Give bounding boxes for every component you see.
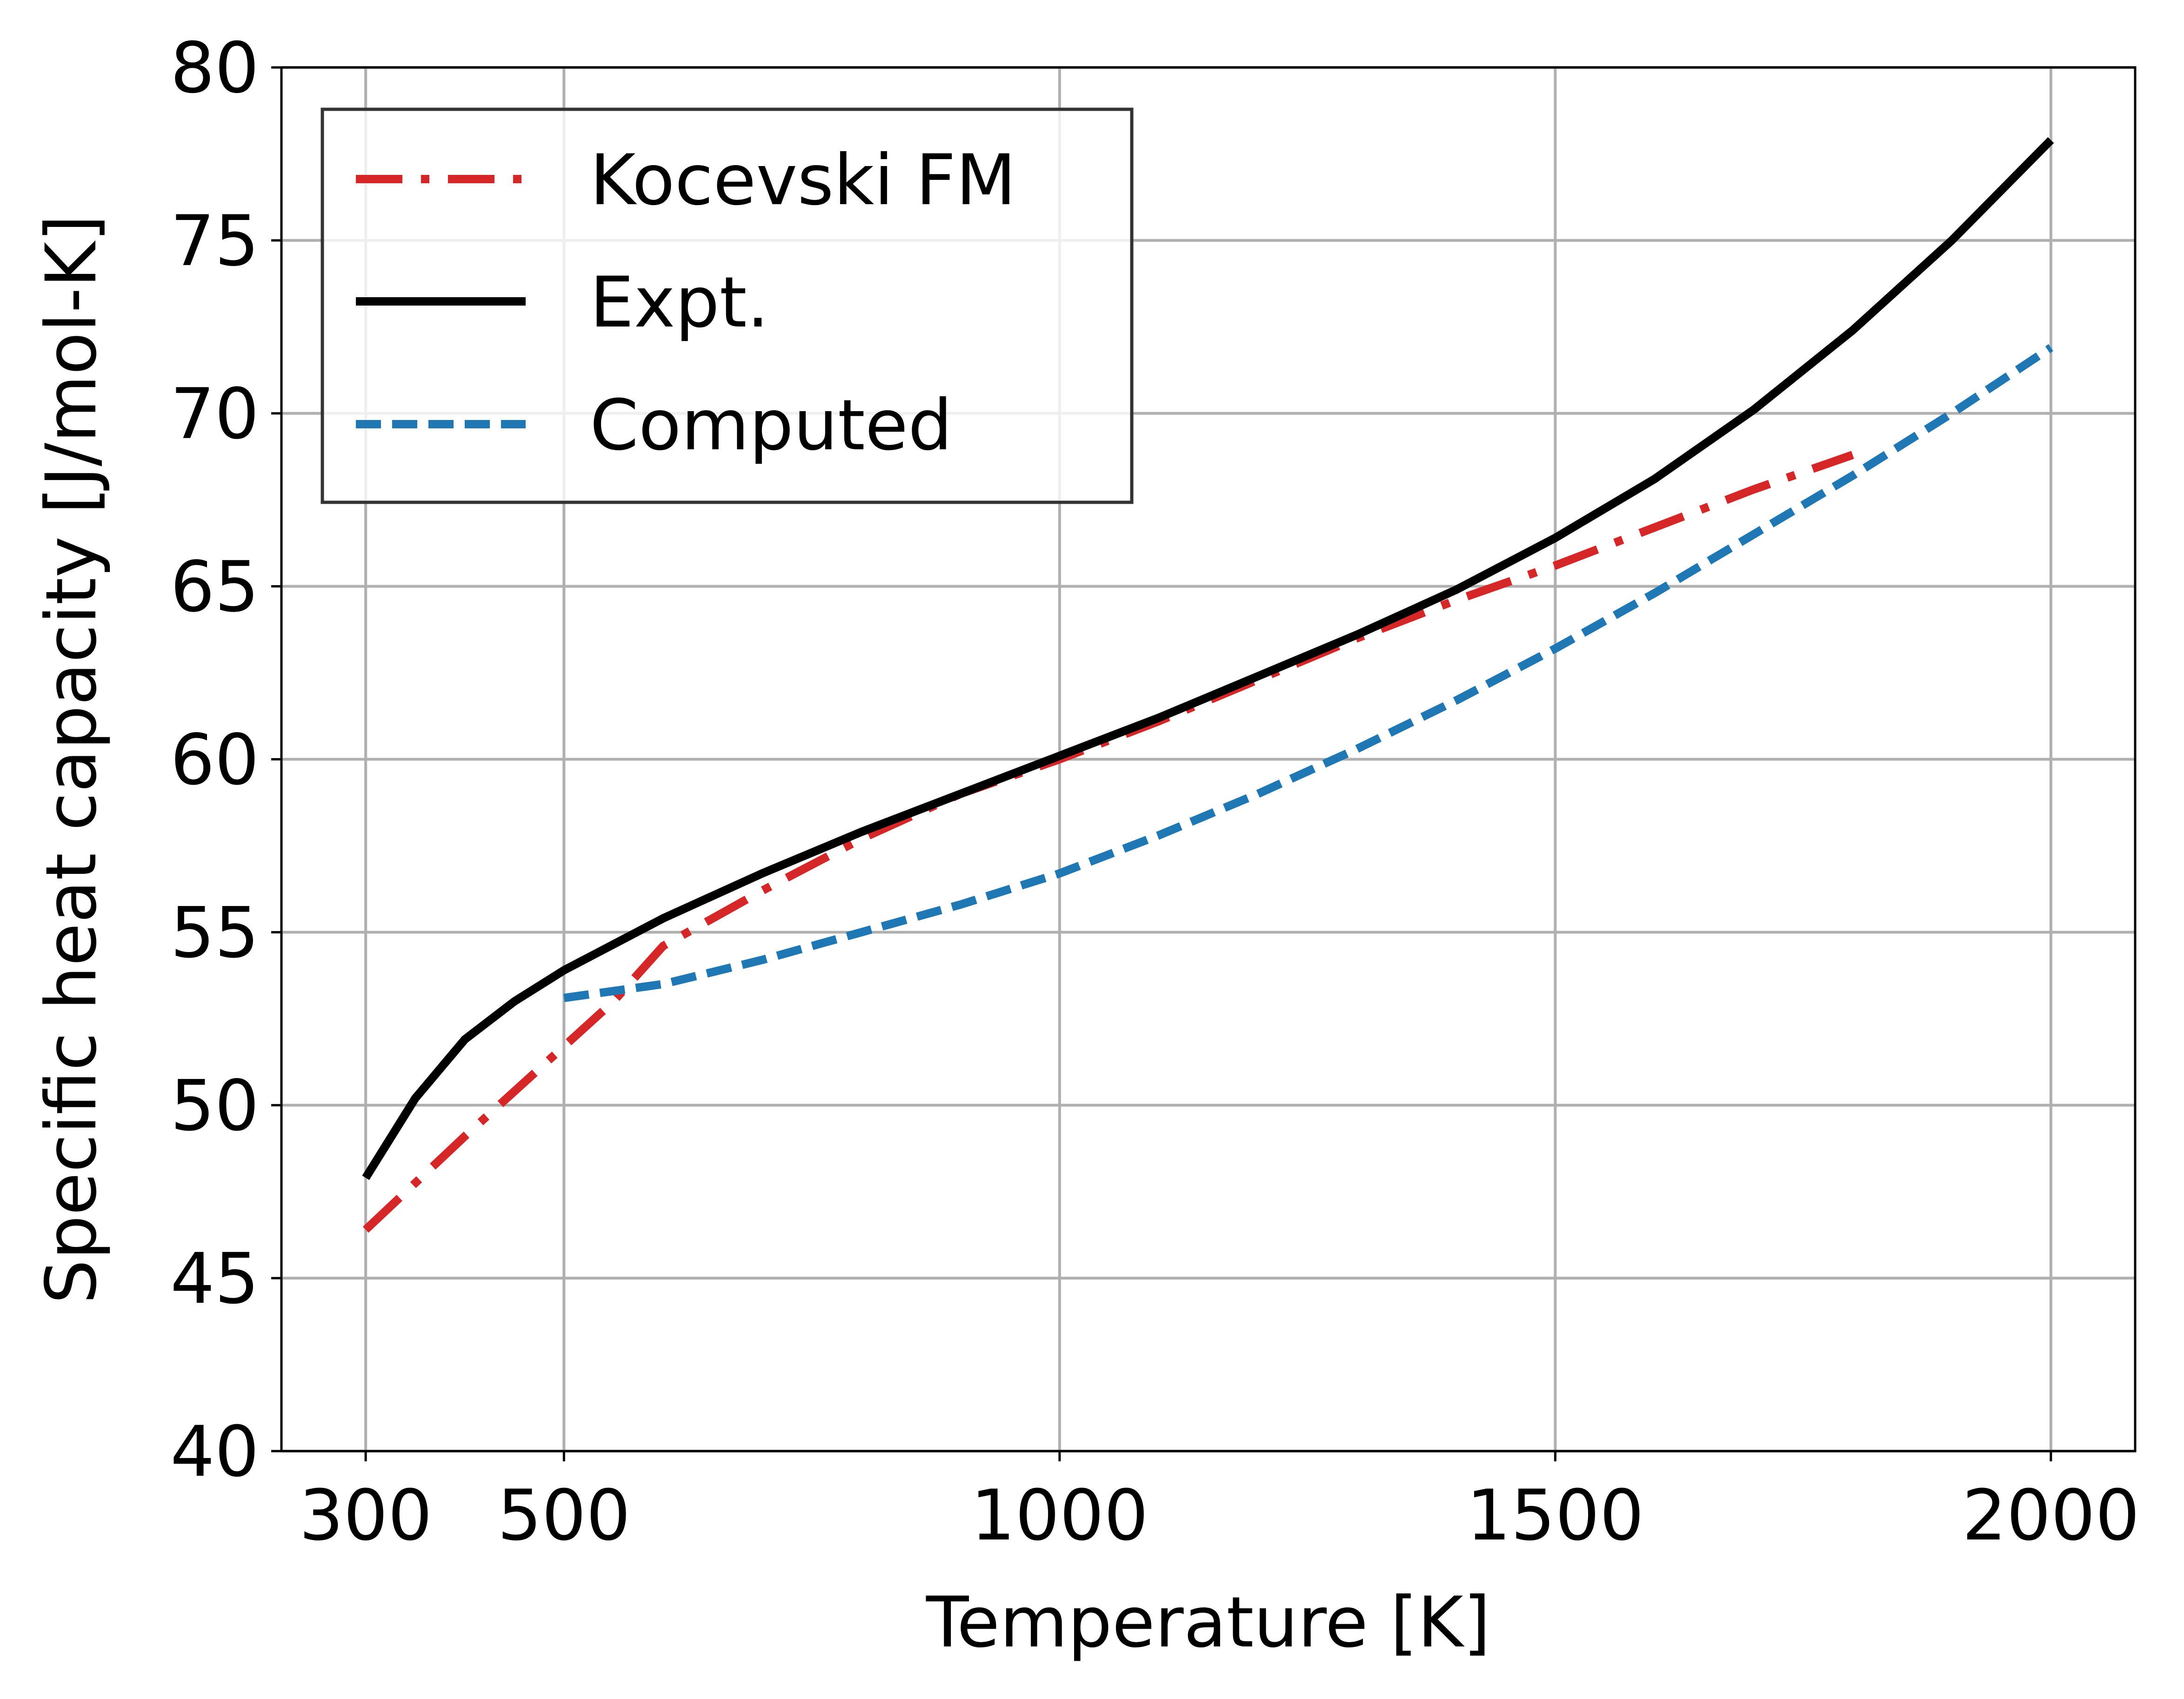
x-tick-label: 300 xyxy=(299,1475,432,1556)
y-tick-label: 60 xyxy=(170,720,259,801)
legend-label: Expt. xyxy=(590,262,769,343)
x-tick-label: 500 xyxy=(497,1475,630,1556)
y-tick-label: 75 xyxy=(170,201,259,282)
y-tick-label: 80 xyxy=(170,28,259,109)
legend-label: Kocevski FM xyxy=(590,140,1016,221)
x-tick-label: 2000 xyxy=(1962,1475,2140,1556)
legend-box xyxy=(321,107,1134,504)
legend-label: Computed xyxy=(590,385,952,466)
y-tick-label: 70 xyxy=(170,374,259,455)
series-lines xyxy=(362,137,2054,1233)
x-tick-label: 1500 xyxy=(1466,1475,1644,1556)
series-line-expt xyxy=(362,137,2054,1180)
y-tick-label: 55 xyxy=(170,893,259,973)
x-axis-label: Temperature [K] xyxy=(926,1582,1490,1663)
y-tick-label: 50 xyxy=(170,1066,259,1146)
axis-ticks: 300 500 1000 1500 2000 40 45 50 55 60 65 70 75 80 xyxy=(170,28,2140,1556)
y-tick-label: 45 xyxy=(170,1239,259,1319)
y-tick-label: 65 xyxy=(170,547,259,628)
series-line-computed xyxy=(563,344,2053,1002)
y-tick-label: 40 xyxy=(170,1412,259,1492)
y-axis-label: Specific heat capacity [J/mol-K] xyxy=(31,214,112,1304)
legend: Kocevski FM Expt. Computed xyxy=(321,107,1134,504)
x-tick-label: 1000 xyxy=(971,1475,1149,1556)
